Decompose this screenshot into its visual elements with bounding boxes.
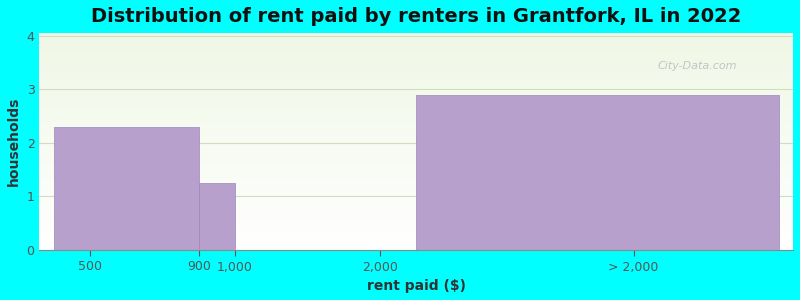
Y-axis label: households: households <box>7 97 21 186</box>
Title: Distribution of rent paid by renters in Grantfork, IL in 2022: Distribution of rent paid by renters in … <box>91 7 742 26</box>
Bar <box>198 183 235 250</box>
Bar <box>416 95 778 250</box>
Bar <box>54 127 198 250</box>
X-axis label: rent paid ($): rent paid ($) <box>366 279 466 293</box>
Text: City-Data.com: City-Data.com <box>658 61 737 70</box>
